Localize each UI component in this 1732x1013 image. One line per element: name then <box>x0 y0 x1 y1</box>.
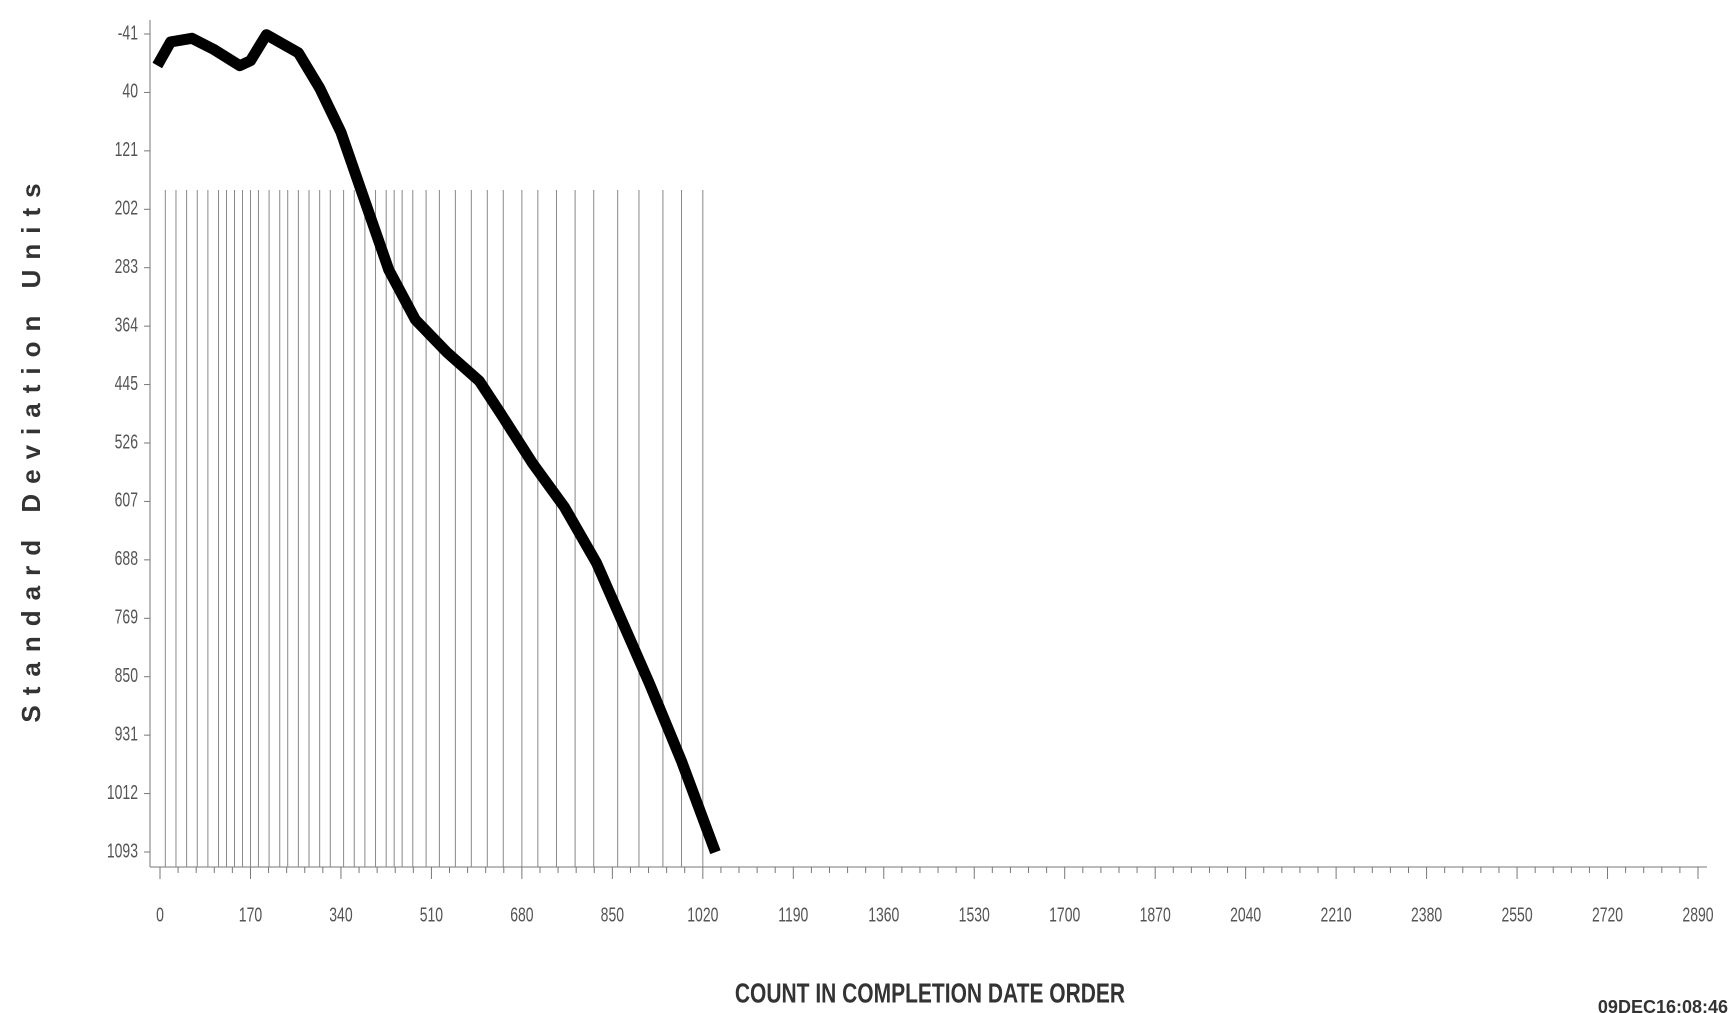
x-tick-label: 1700 <box>1049 903 1080 926</box>
x-tick-label: 0 <box>156 903 164 926</box>
x-tick-label: 1190 <box>778 903 808 926</box>
y-tick-label: 40 <box>122 79 138 102</box>
x-tick-label: 2040 <box>1230 903 1261 926</box>
x-tick-label: 680 <box>510 903 533 926</box>
data-line <box>152 29 721 855</box>
y-axis-label: Standard Deviation Units <box>16 173 46 722</box>
x-tick-label: 850 <box>601 903 624 926</box>
y-tick-label: 850 <box>115 663 138 686</box>
y-tick-label: 445 <box>115 371 138 394</box>
y-tick-label: 688 <box>115 547 138 570</box>
x-tick-label: 2550 <box>1501 903 1532 926</box>
y-tick-label: 1093 <box>107 839 138 862</box>
y-tick-label: 769 <box>115 605 138 628</box>
x-tick-label: 510 <box>420 903 443 926</box>
x-tick-label: 1020 <box>687 903 718 926</box>
x-tick-label: 1530 <box>959 903 990 926</box>
y-tick-label: 283 <box>115 254 138 277</box>
x-axis-label: COUNT IN COMPLETION DATE ORDER <box>735 979 1125 1010</box>
y-tick-label: 931 <box>115 722 138 745</box>
x-tick-label: 2210 <box>1321 903 1352 926</box>
y-tick-label: 526 <box>115 430 138 453</box>
x-tick-label: 170 <box>239 903 262 926</box>
x-tick-label: 2380 <box>1411 903 1442 926</box>
x-tick-label: 2890 <box>1682 903 1713 926</box>
y-tick-label: 364 <box>115 313 139 336</box>
x-tick-label: 1360 <box>868 903 899 926</box>
timestamp: 09DEC16:08:46 <box>1598 997 1728 1013</box>
y-tick-label: -41 <box>118 21 138 44</box>
y-tick-label: 202 <box>115 196 138 219</box>
y-tick-label: 121 <box>115 138 138 161</box>
y-tick-label: 1012 <box>107 780 138 803</box>
x-tick-label: 2720 <box>1592 903 1623 926</box>
y-tick-label: 607 <box>115 488 138 511</box>
x-tick-label: 1870 <box>1140 903 1171 926</box>
x-tick-label: 340 <box>329 903 352 926</box>
